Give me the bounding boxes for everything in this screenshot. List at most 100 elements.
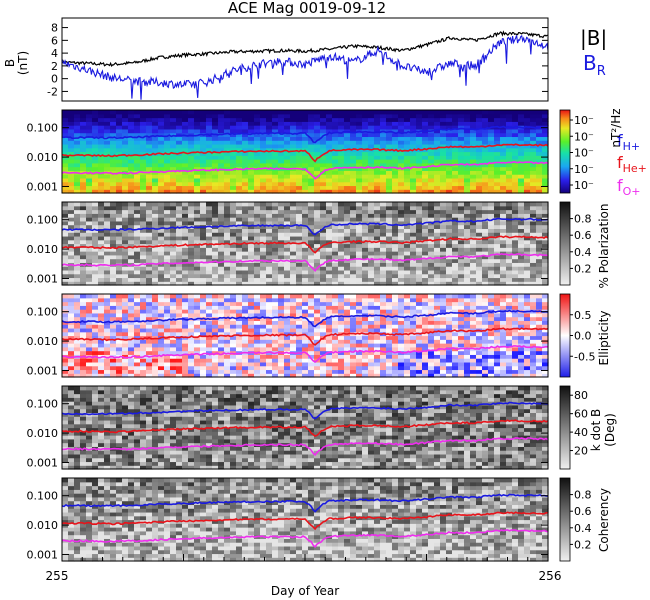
heatmap-cell <box>158 254 165 260</box>
heatmap-cell <box>74 324 81 329</box>
heatmap-cell <box>260 247 267 252</box>
heatmap-cell <box>80 266 87 271</box>
heatmap-cell <box>128 189 135 194</box>
heatmap-cell <box>86 247 93 252</box>
heatmap-cell <box>362 346 369 352</box>
heatmap-cell <box>524 174 531 179</box>
heatmap-cell <box>542 113 549 119</box>
heatmap-cell <box>362 217 369 222</box>
heatmap-cell <box>320 174 327 179</box>
heatmap-cell <box>140 258 147 263</box>
heatmap-cell <box>302 213 309 218</box>
heatmap-cell <box>362 281 369 286</box>
heatmap-cell <box>242 117 249 122</box>
heatmap-cell <box>350 262 357 267</box>
heatmap-cell <box>266 251 273 256</box>
heatmap-cell <box>320 251 327 256</box>
heatmap-cell <box>218 235 225 241</box>
heatmap-cell <box>320 228 327 233</box>
heatmap-cell <box>338 266 345 271</box>
heatmap-cell <box>302 121 309 126</box>
heatmap-cell <box>308 301 315 306</box>
heatmap-cell <box>140 117 147 122</box>
heatmap-cell <box>230 143 237 149</box>
heatmap-cell <box>404 266 411 271</box>
heatmap-cell <box>134 247 141 252</box>
heatmap-cell <box>92 281 99 286</box>
heatmap-cell <box>302 251 309 256</box>
heatmap-cell <box>212 294 219 299</box>
heatmap-cell <box>296 213 303 218</box>
heatmap-cell <box>260 177 267 183</box>
heatmap-cell <box>254 373 261 378</box>
heatmap-cell <box>110 235 117 241</box>
heatmap-cell <box>146 361 153 367</box>
heatmap-cell <box>464 243 471 248</box>
heatmap-cell <box>272 358 279 363</box>
heatmap-cell <box>188 254 195 260</box>
heatmap-cell <box>248 110 255 115</box>
heatmap-cell <box>308 373 315 378</box>
heatmap-cell <box>224 235 231 241</box>
heatmap-cell <box>344 224 351 230</box>
heatmap-cell <box>92 132 99 138</box>
heatmap-cell <box>482 159 489 164</box>
heatmap-cell <box>440 262 447 267</box>
heatmap-cell <box>542 189 549 194</box>
heatmap-cell <box>344 369 351 374</box>
heatmap-cell <box>434 174 441 179</box>
heatmap-cell <box>404 209 411 214</box>
heatmap-cell <box>80 301 87 306</box>
heatmap-cell <box>206 110 213 115</box>
heatmap-cell <box>326 373 333 378</box>
heatmap-cell <box>350 297 357 303</box>
heatmap-cell <box>278 239 285 245</box>
heatmap-cell <box>500 258 507 263</box>
heatmap-cell <box>134 174 141 179</box>
heatmap-cell <box>110 297 117 303</box>
heatmap-cell <box>116 369 123 374</box>
heatmap-cell <box>380 151 387 156</box>
heatmap-cell <box>320 125 327 130</box>
heatmap-cell <box>188 365 195 371</box>
heatmap-cell <box>296 202 303 207</box>
heatmap-cell <box>458 155 465 160</box>
heatmap-cell <box>362 305 369 310</box>
heatmap-cell <box>260 170 267 175</box>
heatmap-cell <box>326 174 333 179</box>
heatmap-cell <box>248 339 255 344</box>
heatmap-cell <box>170 125 177 130</box>
heatmap-cell <box>152 305 159 310</box>
heatmap-cell <box>272 373 279 378</box>
heatmap-cell <box>278 343 285 348</box>
heatmap-cell <box>230 258 237 263</box>
heatmap-cell <box>104 159 111 164</box>
heatmap-cell <box>170 262 177 267</box>
heatmap-cell <box>428 213 435 218</box>
heatmap-cell <box>338 121 345 126</box>
heatmap-cell <box>398 189 405 194</box>
heatmap-cell <box>392 132 399 138</box>
heatmap-cell <box>170 170 177 175</box>
heatmap-cell <box>356 143 363 149</box>
heatmap-cell <box>164 136 171 141</box>
heatmap-cell <box>158 205 165 211</box>
heatmap-cell <box>290 343 297 348</box>
heatmap-cell <box>200 220 207 226</box>
heatmap-cell <box>326 136 333 141</box>
heatmap-cell <box>518 213 525 218</box>
heatmap-cell <box>398 305 405 310</box>
heatmap-cell <box>428 266 435 271</box>
heatmap-cell <box>218 232 225 237</box>
heatmap-cell <box>278 327 285 333</box>
heatmap-cell <box>500 239 507 245</box>
heatmap-cell <box>284 339 291 344</box>
heatmap-cell <box>164 361 171 367</box>
heatmap-cell <box>182 121 189 126</box>
heatmap-cell <box>326 297 333 303</box>
heatmap-cell <box>374 232 381 237</box>
heatmap-cell <box>140 346 147 352</box>
heatmap-cell <box>236 354 243 359</box>
heatmap-cell <box>134 320 141 325</box>
heatmap-cell <box>164 269 171 275</box>
